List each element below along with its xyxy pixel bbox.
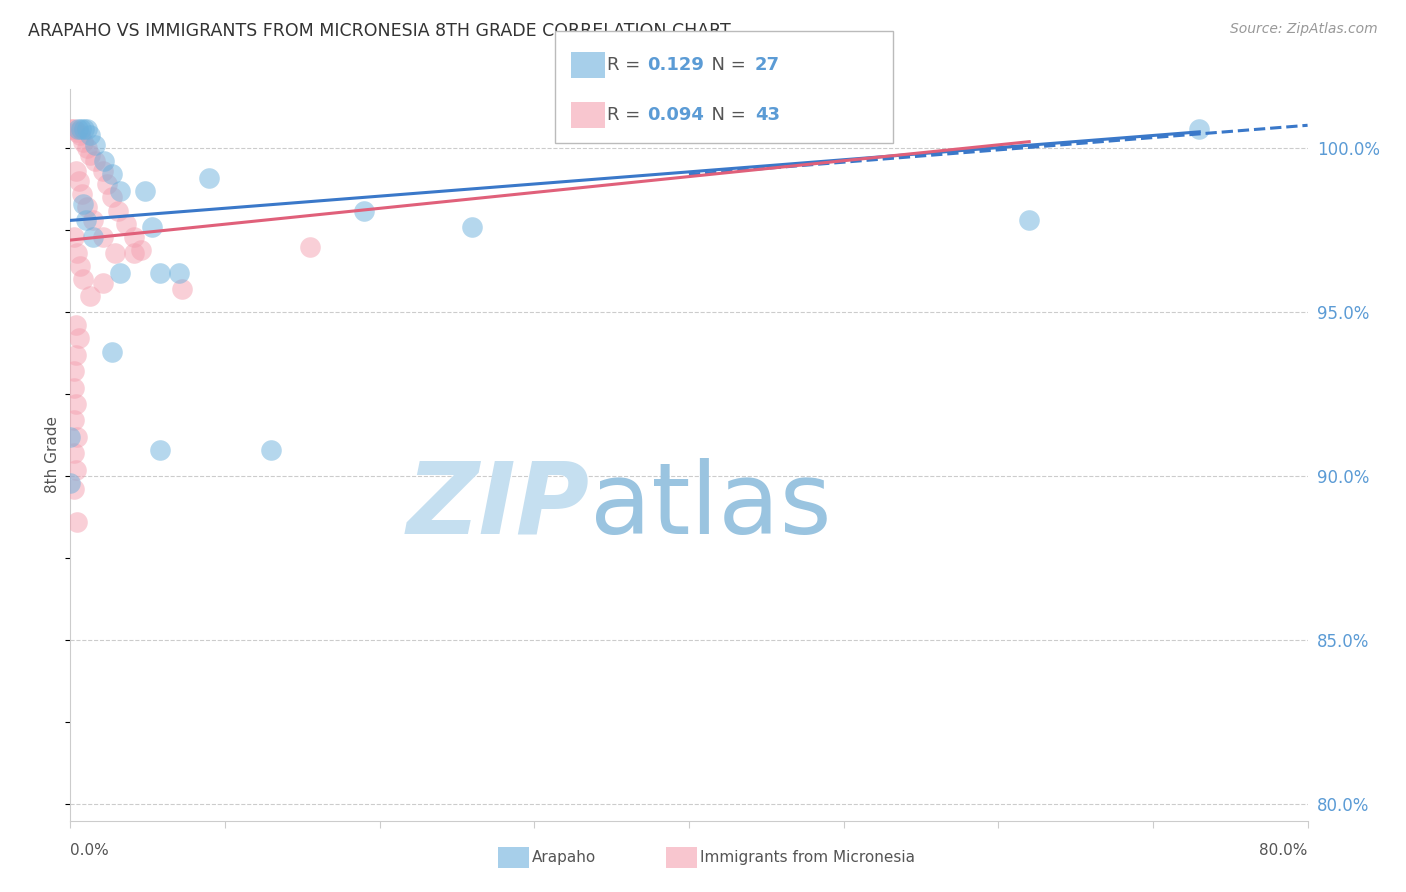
Point xyxy=(73,121,96,136)
Text: 0.0%: 0.0% xyxy=(70,843,110,858)
Point xyxy=(141,219,163,234)
Point xyxy=(66,246,89,260)
Point xyxy=(76,141,98,155)
Text: Arapaho: Arapaho xyxy=(531,850,596,864)
Point xyxy=(63,121,86,136)
Point xyxy=(134,184,156,198)
Point xyxy=(76,200,98,214)
Point xyxy=(65,164,87,178)
Text: ARAPAHO VS IMMIGRANTS FROM MICRONESIA 8TH GRADE CORRELATION CHART: ARAPAHO VS IMMIGRANTS FROM MICRONESIA 8T… xyxy=(28,22,731,40)
Point xyxy=(72,197,94,211)
Point xyxy=(149,266,172,280)
Point xyxy=(260,442,283,457)
Point xyxy=(122,229,145,244)
Point xyxy=(82,229,105,244)
Point xyxy=(75,213,97,227)
Point xyxy=(60,121,83,136)
Point xyxy=(122,246,145,260)
Point xyxy=(82,213,104,227)
Point xyxy=(63,381,86,395)
Point xyxy=(66,430,89,444)
Point xyxy=(84,138,107,153)
Y-axis label: 8th Grade: 8th Grade xyxy=(45,417,60,493)
Text: Immigrants from Micronesia: Immigrants from Micronesia xyxy=(700,850,915,864)
Text: 0.129: 0.129 xyxy=(647,56,703,74)
Point xyxy=(91,164,114,178)
Point xyxy=(66,515,89,529)
Point xyxy=(65,463,87,477)
Point xyxy=(170,282,193,296)
Point xyxy=(96,178,118,192)
Point xyxy=(93,154,115,169)
Text: ZIP: ZIP xyxy=(406,458,591,555)
Point xyxy=(67,121,90,136)
Text: Source: ZipAtlas.com: Source: ZipAtlas.com xyxy=(1230,22,1378,37)
Point xyxy=(72,272,94,286)
Text: 43: 43 xyxy=(755,106,780,124)
Point xyxy=(63,413,86,427)
Point xyxy=(63,483,86,497)
Point xyxy=(101,190,124,204)
Point xyxy=(79,148,101,162)
Text: N =: N = xyxy=(700,56,752,74)
Point xyxy=(67,331,90,345)
Point xyxy=(1018,213,1040,227)
Point xyxy=(91,229,114,244)
Text: R =: R = xyxy=(607,106,647,124)
Point xyxy=(299,240,322,254)
Point xyxy=(65,397,87,411)
Point xyxy=(353,203,375,218)
Point xyxy=(79,289,101,303)
Point xyxy=(59,475,82,490)
Point xyxy=(70,187,93,202)
Text: atlas: atlas xyxy=(591,458,831,555)
Text: R =: R = xyxy=(607,56,647,74)
Point xyxy=(1188,121,1211,136)
Point xyxy=(63,229,86,244)
Point xyxy=(101,344,124,359)
Point xyxy=(108,266,131,280)
Point xyxy=(108,184,131,198)
Text: N =: N = xyxy=(700,106,752,124)
Point xyxy=(66,125,89,139)
Point xyxy=(69,128,91,142)
Point xyxy=(167,266,190,280)
Point xyxy=(84,154,107,169)
Point xyxy=(65,318,87,333)
Point xyxy=(69,260,91,274)
Point xyxy=(72,135,94,149)
Point xyxy=(63,364,86,378)
Point xyxy=(59,430,82,444)
Point xyxy=(63,446,86,460)
Text: 27: 27 xyxy=(755,56,780,74)
Point xyxy=(65,348,87,362)
Point xyxy=(67,174,90,188)
Point xyxy=(115,217,138,231)
Text: 80.0%: 80.0% xyxy=(1260,843,1308,858)
Point xyxy=(76,121,98,136)
Point xyxy=(79,128,101,142)
Point xyxy=(131,243,153,257)
Point xyxy=(91,276,114,290)
Point xyxy=(461,219,484,234)
Point xyxy=(107,203,129,218)
Point xyxy=(198,170,221,185)
Point xyxy=(101,168,124,182)
Point xyxy=(70,121,93,136)
Point xyxy=(104,246,127,260)
Text: 0.094: 0.094 xyxy=(647,106,703,124)
Point xyxy=(149,442,172,457)
